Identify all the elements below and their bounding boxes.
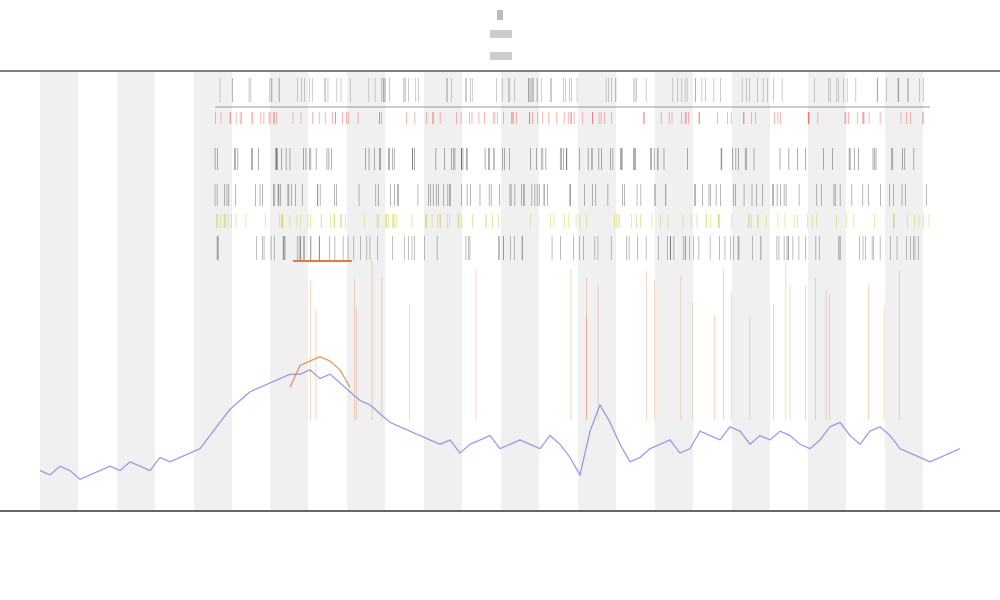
band <box>501 72 539 510</box>
series-line <box>289 356 351 388</box>
band <box>885 72 923 510</box>
band <box>40 72 78 510</box>
band <box>194 72 232 510</box>
band <box>117 72 155 510</box>
subtitle-block <box>490 30 512 38</box>
band <box>732 72 770 510</box>
band <box>808 72 846 510</box>
band <box>270 72 308 510</box>
tracks <box>214 78 930 420</box>
band <box>578 72 616 510</box>
title-block <box>497 10 503 20</box>
band <box>655 72 693 510</box>
band <box>424 72 462 510</box>
subtitle-block <box>490 52 512 60</box>
bands <box>40 72 923 510</box>
series-line <box>39 369 961 481</box>
band <box>347 72 385 510</box>
